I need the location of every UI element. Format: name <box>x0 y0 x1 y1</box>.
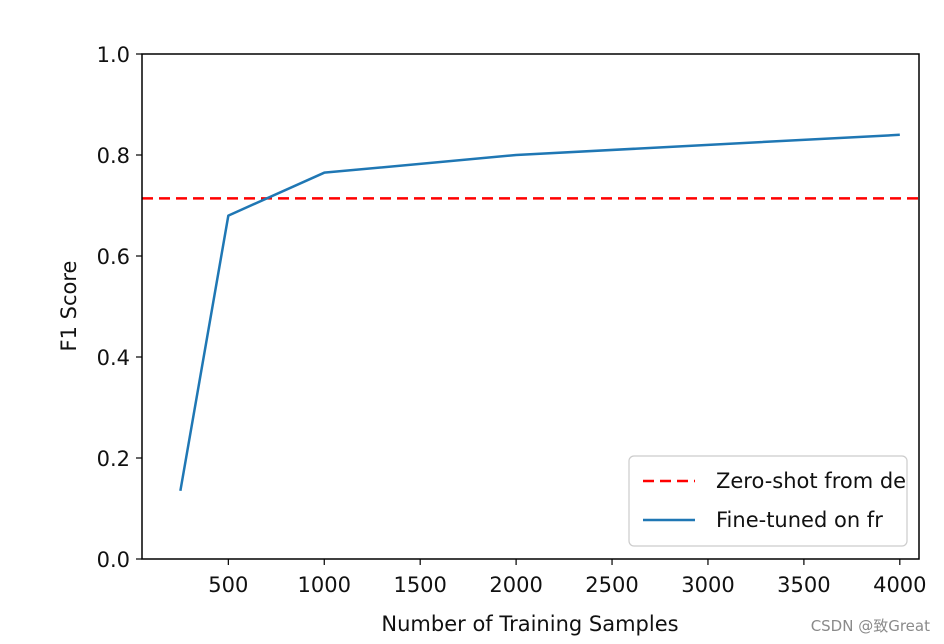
watermark: CSDN @致Great <box>810 617 930 635</box>
x-tick-label-2500: 2500 <box>585 573 638 597</box>
legend-label-fine-tuned: Fine-tuned on fr <box>716 508 883 532</box>
legend-label-zero-shot: Zero-shot from de <box>716 469 906 493</box>
y-tick-label-0: 0.0 <box>97 548 130 572</box>
y-tick-label-5: 1.0 <box>97 43 130 67</box>
series-fine-tuned-line <box>179 133 900 492</box>
y-axis-ticks: 0.0 0.2 0.4 0.6 0.8 1.0 <box>97 43 142 572</box>
x-tick-label-2000: 2000 <box>489 573 542 597</box>
plot-marks <box>142 133 919 492</box>
x-tick-label-500: 500 <box>208 573 248 597</box>
y-tick-label-4: 0.8 <box>97 144 130 168</box>
x-tick-label-1000: 1000 <box>298 573 351 597</box>
x-axis-label: Number of Training Samples <box>381 612 678 636</box>
y-axis-label: F1 Score <box>57 261 81 352</box>
plot-area-frame <box>141 53 920 560</box>
x-tick-label-3000: 3000 <box>681 573 734 597</box>
x-axis-ticks: 500 1000 1500 2000 2500 3000 3500 4000 <box>208 559 927 597</box>
legend-frame <box>628 455 908 547</box>
y-tick-label-3: 0.6 <box>97 245 130 269</box>
y-tick-label-2: 0.4 <box>97 346 130 370</box>
x-tick-label-4000: 4000 <box>873 573 926 597</box>
legend: Zero-shot from de Fine-tuned on fr <box>628 455 908 547</box>
y-tick-label-1: 0.2 <box>97 447 130 471</box>
x-tick-label-3500: 3500 <box>777 573 830 597</box>
x-tick-label-1500: 1500 <box>393 573 446 597</box>
